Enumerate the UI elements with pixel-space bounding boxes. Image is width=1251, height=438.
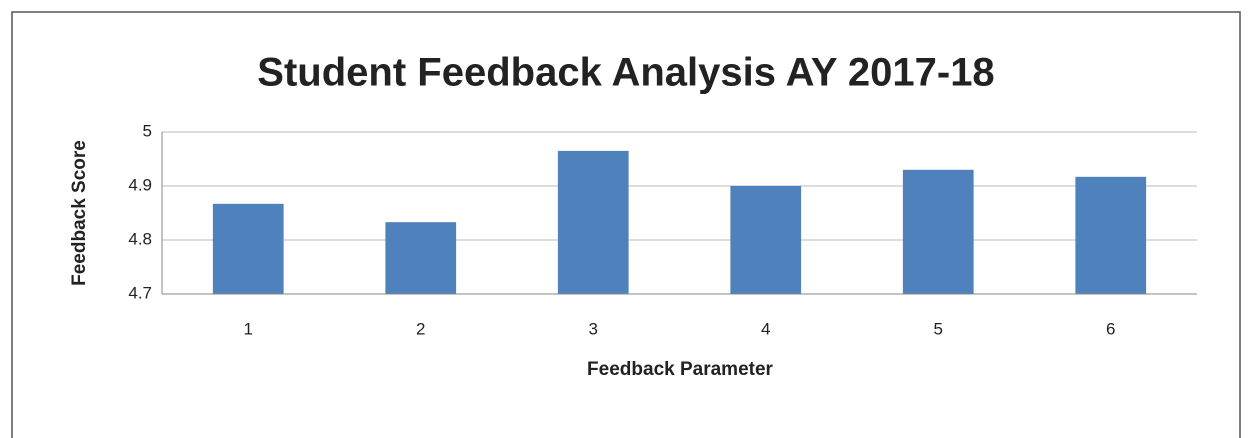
y-tick-label: 4.9 <box>128 175 152 194</box>
x-tick-label: 5 <box>934 319 943 338</box>
chart-title: Student Feedback Analysis AY 2017-18 <box>257 51 994 95</box>
y-tick-label: 5 <box>143 121 152 140</box>
x-axis-label: Feedback Parameter <box>587 359 773 380</box>
x-tick-label: 4 <box>761 319 770 338</box>
bar <box>730 186 802 294</box>
bar <box>902 169 974 294</box>
x-tick-label: 2 <box>416 319 425 338</box>
x-tick-label: 1 <box>244 319 253 338</box>
bar <box>385 222 457 294</box>
bar <box>557 150 629 294</box>
bar <box>1075 176 1147 294</box>
x-tick-label: 6 <box>1106 319 1115 338</box>
y-tick-label: 4.7 <box>128 283 152 302</box>
y-axis-label: Feedback Score <box>69 140 90 286</box>
y-tick-label: 4.8 <box>128 229 152 248</box>
x-tick-label: 3 <box>589 319 598 338</box>
bar <box>212 203 284 294</box>
